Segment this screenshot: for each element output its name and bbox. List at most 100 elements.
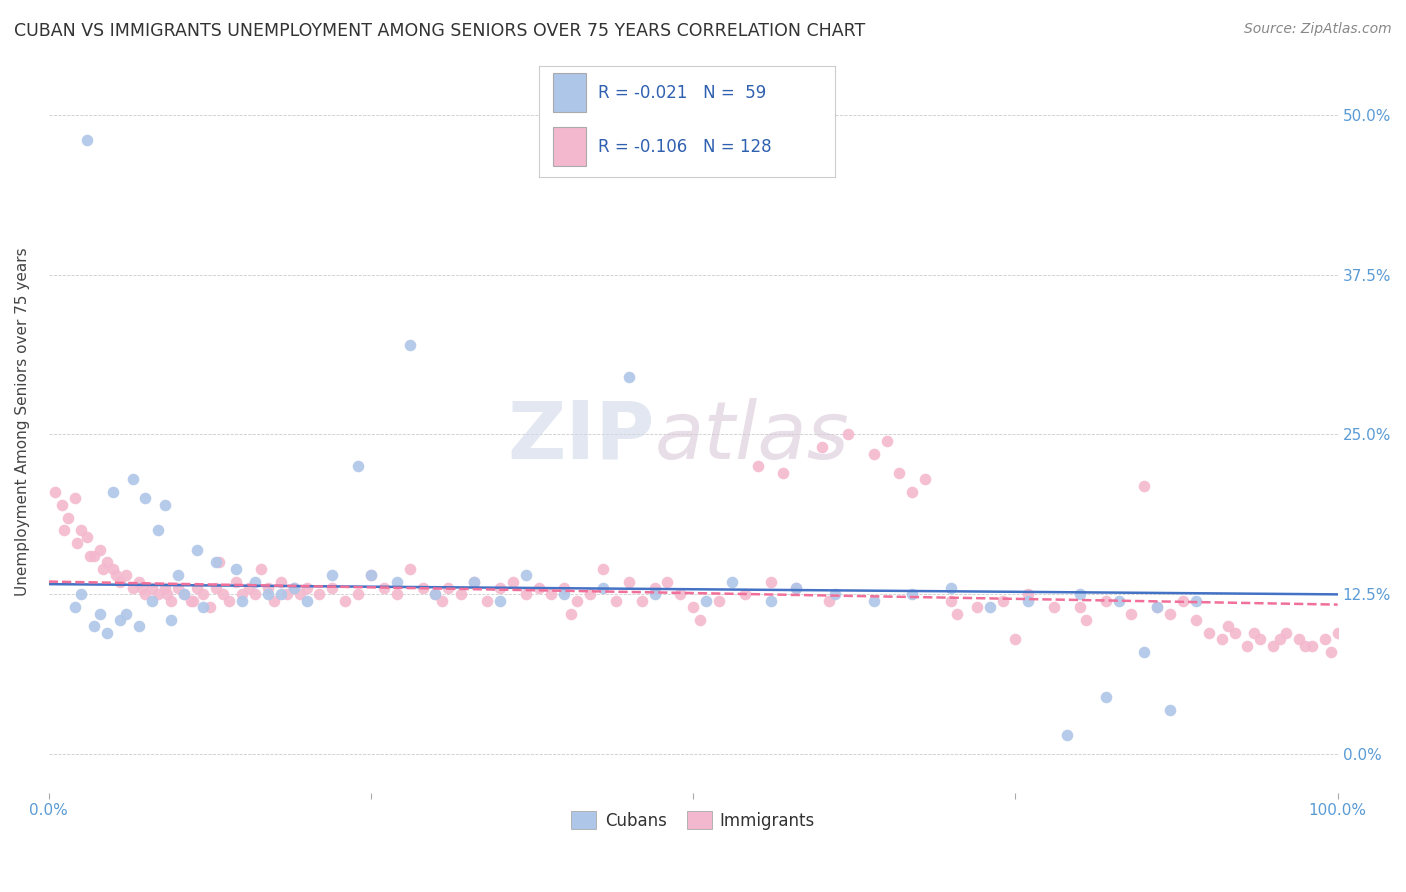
Point <box>489 581 512 595</box>
Point <box>475 594 498 608</box>
Point <box>1133 478 1156 492</box>
Point <box>939 581 962 595</box>
Point <box>83 549 105 563</box>
Point <box>89 542 111 557</box>
Point <box>70 524 93 538</box>
Point <box>270 587 292 601</box>
Point <box>63 491 86 506</box>
Point <box>1108 594 1130 608</box>
Point <box>115 607 138 621</box>
Point <box>173 587 195 601</box>
Point <box>308 587 330 601</box>
Point <box>579 587 602 601</box>
Point <box>103 562 125 576</box>
Point <box>824 587 846 601</box>
Point <box>263 594 285 608</box>
Point <box>1121 607 1143 621</box>
Text: ZIP: ZIP <box>508 398 655 475</box>
Point <box>250 562 273 576</box>
Point <box>689 613 711 627</box>
Point <box>1004 632 1026 647</box>
Point <box>1268 632 1291 647</box>
Point <box>321 568 343 582</box>
Point <box>1159 702 1181 716</box>
Point <box>225 574 247 589</box>
Point <box>450 587 472 601</box>
Point <box>1301 639 1323 653</box>
Point <box>347 459 370 474</box>
Point <box>134 491 156 506</box>
Point <box>939 594 962 608</box>
Point <box>283 581 305 595</box>
Legend: Cubans, Immigrants: Cubans, Immigrants <box>565 805 821 837</box>
Point <box>321 581 343 595</box>
Point <box>567 594 589 608</box>
Point <box>463 574 485 589</box>
Point <box>695 594 717 608</box>
Point <box>231 587 253 601</box>
Point <box>553 587 575 601</box>
Point <box>862 447 884 461</box>
Point <box>560 607 582 621</box>
Point <box>430 594 453 608</box>
Point <box>360 568 382 582</box>
Point <box>617 370 640 384</box>
Point <box>186 542 208 557</box>
Point <box>63 600 86 615</box>
Point <box>540 587 562 601</box>
Point <box>901 587 924 601</box>
Point <box>991 594 1014 608</box>
Point <box>437 581 460 595</box>
Point <box>1185 613 1208 627</box>
Point <box>657 574 679 589</box>
Point <box>1236 639 1258 653</box>
Point <box>1043 600 1066 615</box>
Point <box>79 549 101 563</box>
Point <box>1094 594 1116 608</box>
Point <box>257 587 280 601</box>
Point <box>160 613 183 627</box>
Point <box>141 594 163 608</box>
Point <box>243 574 266 589</box>
Point <box>295 581 318 595</box>
Point <box>889 466 911 480</box>
Point <box>385 574 408 589</box>
Point <box>1223 625 1246 640</box>
Point <box>785 581 807 595</box>
Point <box>502 574 524 589</box>
Point <box>66 536 89 550</box>
Point <box>862 594 884 608</box>
Point <box>785 581 807 595</box>
Point <box>53 524 76 538</box>
Point <box>166 581 188 595</box>
Y-axis label: Unemployment Among Seniors over 75 years: Unemployment Among Seniors over 75 years <box>15 247 30 596</box>
Point <box>412 581 434 595</box>
Point <box>131 581 153 595</box>
Point <box>1211 632 1233 647</box>
Point <box>734 587 756 601</box>
Point <box>173 587 195 601</box>
Point <box>463 574 485 589</box>
Point <box>96 555 118 569</box>
Point <box>153 581 176 595</box>
Point <box>193 587 215 601</box>
Point <box>1069 587 1091 601</box>
Point <box>946 607 969 621</box>
Point <box>772 466 794 480</box>
Point <box>51 498 73 512</box>
Point <box>811 440 834 454</box>
Point <box>181 594 204 608</box>
Point <box>103 485 125 500</box>
Point <box>914 472 936 486</box>
Point <box>148 524 170 538</box>
Point <box>644 581 666 595</box>
Point <box>1146 600 1168 615</box>
Point <box>89 607 111 621</box>
Point <box>1320 645 1343 659</box>
Point <box>148 587 170 601</box>
Point <box>276 587 298 601</box>
Point <box>115 568 138 582</box>
Point <box>1326 625 1348 640</box>
Point <box>128 619 150 633</box>
Point <box>205 555 228 569</box>
